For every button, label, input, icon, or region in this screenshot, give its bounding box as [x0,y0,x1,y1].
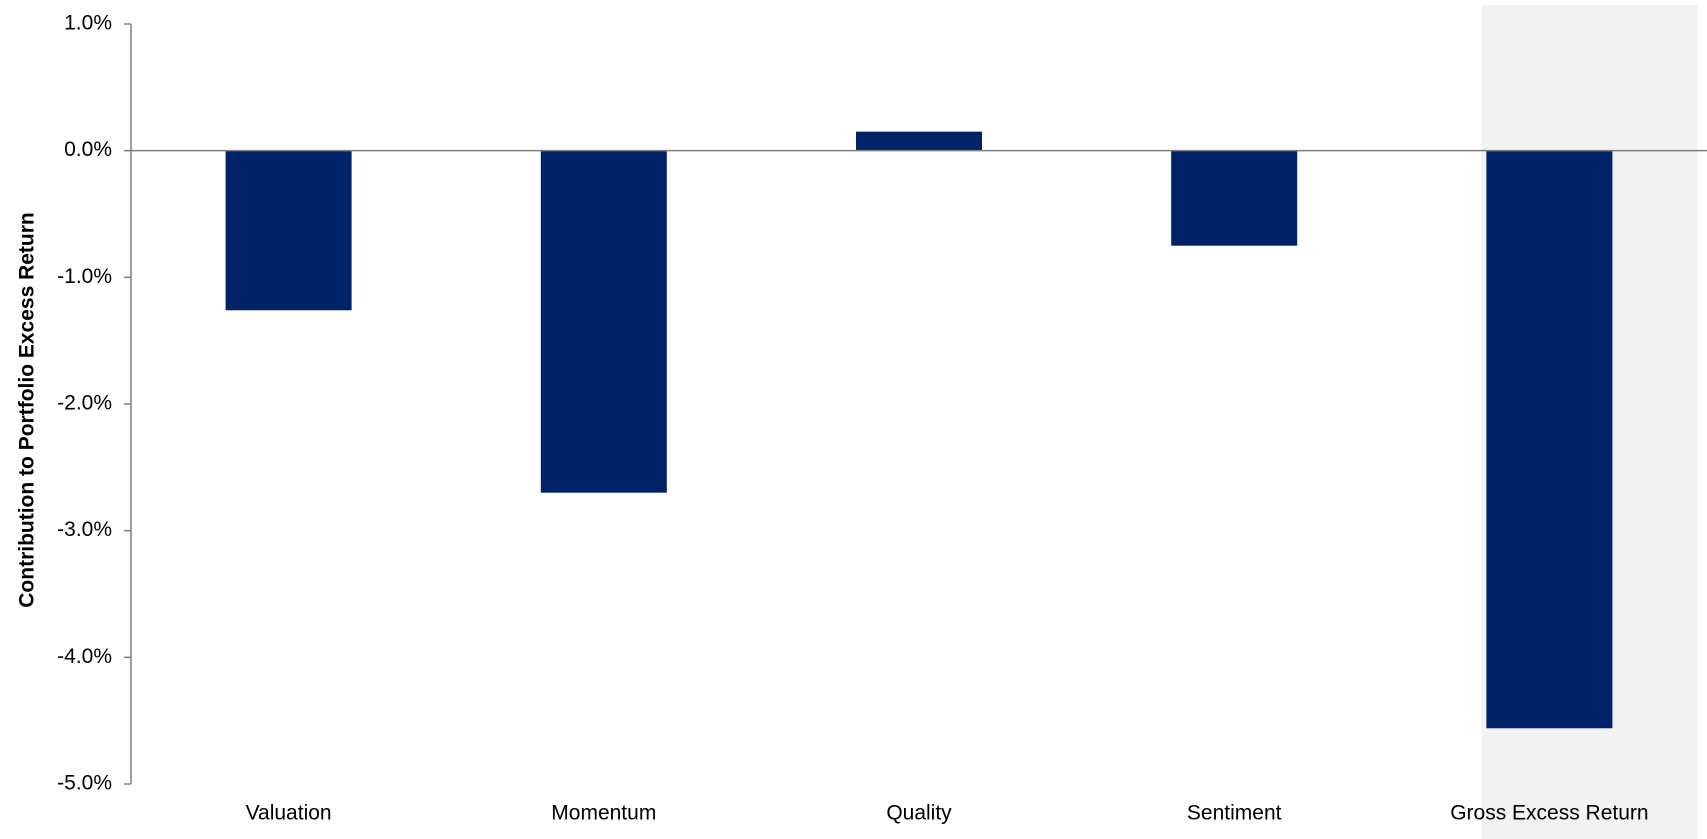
y-tick-label: -2.0% [57,392,112,415]
bar-sentiment [1171,150,1298,246]
x-category-label: Gross Excess Return [1450,802,1648,825]
x-category-label: Quality [886,802,952,825]
y-axis-title: Contribution to Portfolio Excess Return [16,212,39,608]
bar-momentum [540,150,667,493]
bar-valuation [225,150,352,311]
x-category-label: Momentum [551,802,656,825]
y-tick-label: 0.0% [64,138,112,161]
y-tick-label: -3.0% [57,518,112,541]
bar-quality [856,131,982,151]
bar-gross-excess-return [1486,150,1613,729]
y-tick-label: -5.0% [57,772,112,795]
x-category-label: Sentiment [1187,802,1282,825]
y-tick-label: -1.0% [57,265,112,288]
y-tick-label: 1.0% [64,12,112,35]
y-tick-label: -4.0% [57,645,112,668]
x-category-label: Valuation [246,802,332,825]
